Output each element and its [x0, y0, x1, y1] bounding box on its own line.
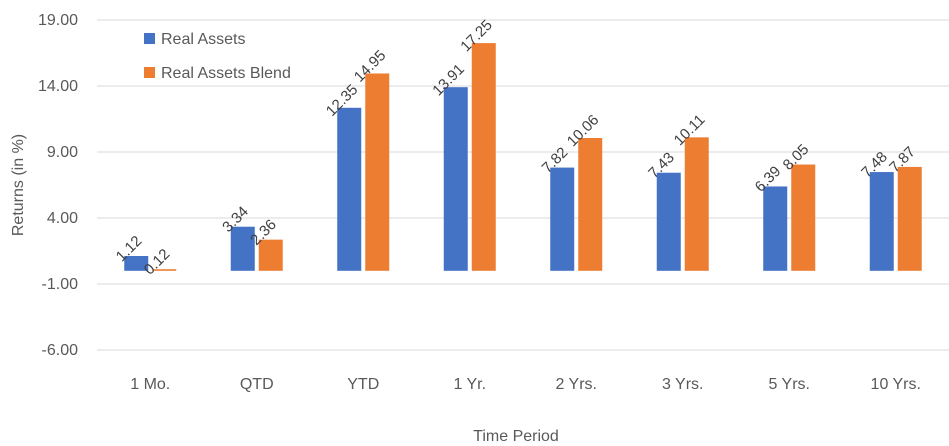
x-tick-label: 1 Yr.	[453, 376, 486, 393]
bar-real-assets-blend	[684, 137, 709, 271]
x-tick-label: 3 Yrs.	[662, 376, 704, 393]
bar-real-assets	[443, 87, 468, 271]
bar-real-assets-blend	[365, 73, 390, 271]
y-tick-label: 9.00	[47, 144, 78, 161]
x-tick-label: YTD	[347, 376, 379, 393]
bar-real-assets	[550, 167, 575, 271]
gridlines	[97, 19, 949, 351]
legend: Real Assets Real Assets Blend	[144, 31, 291, 82]
x-tick-label: 5 Yrs.	[769, 376, 811, 393]
bar-real-assets	[230, 226, 255, 271]
legend-swatch	[144, 67, 155, 78]
x-tick-label: 10 Yrs.	[871, 376, 921, 393]
bar-real-assets-blend	[258, 239, 283, 271]
bar-real-assets	[124, 256, 149, 271]
y-tick-label: 4.00	[47, 210, 78, 227]
y-tick-label: -1.00	[42, 276, 79, 293]
x-tick-label: QTD	[240, 376, 274, 393]
bar-real-assets-blend	[578, 138, 603, 271]
data-label: 0.12	[141, 246, 174, 279]
y-axis-title: Returns (in %)	[10, 134, 27, 236]
bar-real-assets-blend	[152, 269, 177, 271]
bar-real-assets	[656, 172, 681, 271]
y-tick-label: 14.00	[38, 78, 78, 95]
y-tick-label: 19.00	[38, 12, 78, 29]
x-axis-ticks: 1 Mo. QTD YTD 1 Yr. 2 Yrs. 3 Yrs. 5 Yrs. 10 Yrs…	[130, 376, 921, 393]
y-tick-label: -6.00	[42, 342, 79, 359]
x-tick-label: 1 Mo.	[130, 376, 170, 393]
x-tick-label: 2 Yrs.	[556, 376, 598, 393]
legend-swatch	[144, 33, 155, 44]
bar-real-assets	[337, 107, 362, 271]
bar-real-assets-blend	[791, 164, 816, 271]
bar-real-assets	[763, 186, 788, 271]
bars	[124, 43, 922, 271]
y-axis-ticks: 19.00 14.00 9.00 4.00 -1.00 -6.00	[38, 12, 78, 359]
legend-label: Real Assets	[161, 31, 245, 48]
bar-real-assets-blend	[471, 43, 496, 271]
legend-label: Real Assets Blend	[161, 65, 291, 82]
bar-real-assets-blend	[897, 166, 922, 271]
x-axis-title: Time Period	[473, 428, 559, 445]
bar-real-assets	[869, 172, 894, 271]
